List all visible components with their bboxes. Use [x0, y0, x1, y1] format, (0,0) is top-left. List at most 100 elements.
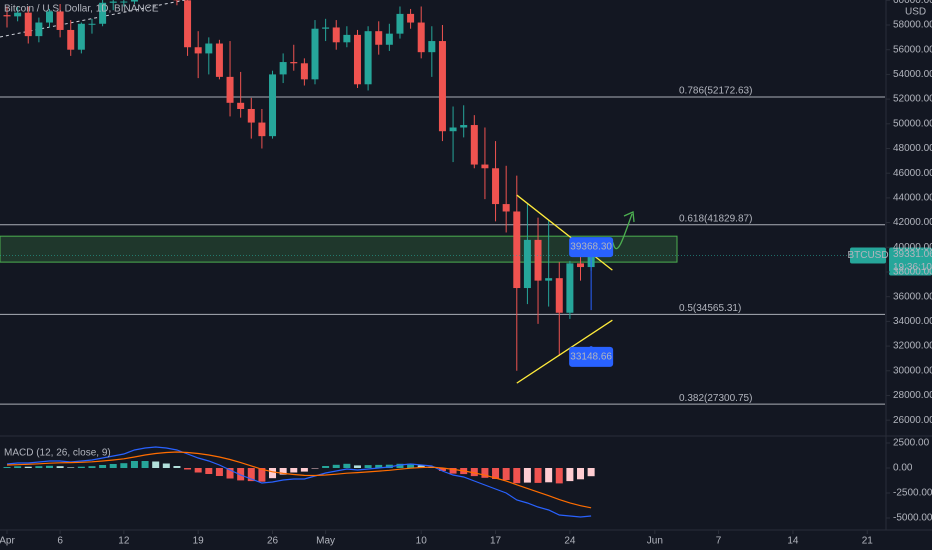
histogram-bar — [385, 464, 393, 468]
y-tick-label: 48000.00 — [893, 143, 932, 154]
histogram-bar — [279, 468, 287, 475]
trendline — [516, 319, 613, 384]
candle-body — [258, 122, 266, 137]
candle-body — [109, 1, 117, 3]
price-pane — [0, 0, 885, 405]
histogram-bar — [555, 468, 563, 484]
candle-body — [385, 33, 393, 45]
y-tick-label: 50000.00 — [893, 118, 932, 129]
candle-body — [534, 239, 542, 281]
candle-body — [290, 62, 298, 64]
y-tick-label: 36000.00 — [893, 291, 932, 302]
candle-body — [88, 23, 96, 25]
overlay: 0.786(52172.63) 0.618(41829.87) 0.5(34565.… — [569, 86, 932, 404]
candle-body — [577, 263, 585, 268]
last-price-label: 39331.06 — [893, 249, 932, 260]
histogram-bar — [523, 468, 531, 483]
candle-body — [215, 43, 223, 77]
candle-body — [247, 108, 255, 123]
y-tick-label: 38000.00 — [893, 267, 932, 278]
candle-body — [14, 12, 22, 17]
price-label: 33148.66 — [570, 352, 612, 363]
histogram-bar — [375, 464, 383, 468]
y-tick-label: 46000.00 — [893, 168, 932, 179]
histogram-bar — [130, 461, 138, 468]
y-tick-label: 56000.00 — [893, 44, 932, 55]
candle-body — [300, 63, 308, 80]
candle-body — [130, 0, 138, 2]
histogram-bar — [343, 463, 351, 468]
histogram-bar — [481, 468, 489, 478]
candle-body — [45, 11, 53, 23]
candle-body — [417, 22, 425, 53]
histogram-bar — [120, 463, 128, 468]
candle-body — [184, 0, 192, 48]
histogram-bar — [67, 467, 75, 468]
signal-line — [6, 451, 592, 509]
histogram-bar — [109, 464, 117, 468]
candle-body — [481, 164, 489, 169]
histogram-bar — [534, 468, 542, 483]
candle-body — [226, 76, 234, 103]
candle-body — [332, 27, 340, 43]
candle-body — [35, 22, 43, 37]
histogram-bar — [35, 466, 43, 468]
y-tick-label: 30000.00 — [893, 365, 932, 376]
x-tick-label: 6 — [57, 536, 63, 547]
candle-body — [545, 278, 553, 281]
price-tag — [889, 247, 932, 276]
candle-body — [67, 29, 75, 50]
histogram-bar — [407, 463, 415, 468]
histogram-bar — [438, 468, 446, 471]
countdown: 19:36:10 — [893, 262, 932, 273]
x-tick-label: 7 — [716, 536, 722, 547]
fib-label: 0.5(34565.31) — [679, 303, 741, 314]
candle-body — [449, 127, 457, 132]
y-tick-label: 32000.00 — [893, 341, 932, 352]
x-tick-label: 17 — [490, 536, 502, 547]
histogram-bar — [364, 465, 372, 468]
price-label-box — [569, 346, 614, 367]
y-tick-label: 34000.00 — [893, 316, 932, 327]
candle-body — [396, 13, 404, 34]
candle-body — [407, 13, 415, 23]
histogram-bar — [247, 468, 255, 482]
y-tick-label: 42000.00 — [893, 217, 932, 228]
y-tick-label: 40000.00 — [893, 242, 932, 253]
histogram-bar — [215, 468, 223, 476]
candle-body — [470, 125, 478, 165]
candle-body — [322, 27, 330, 29]
x-tick-label: 26 — [267, 536, 279, 547]
x-tick-label: 12 — [118, 536, 130, 547]
price-label-box — [569, 237, 614, 258]
x-tick-label: 21 — [862, 536, 874, 547]
macd-pane — [3, 446, 595, 518]
candle-body — [513, 211, 521, 289]
x-tick-label: Apr — [0, 536, 15, 547]
histogram-bar — [3, 467, 11, 468]
symbol-tag — [850, 247, 886, 264]
histogram-bar — [269, 468, 277, 479]
candle-body — [99, 2, 107, 24]
fib-label: 0.786(52172.63) — [679, 86, 752, 97]
candle-body — [343, 34, 351, 43]
macd-line — [6, 446, 592, 518]
y-tick-label: 60000.00 — [893, 0, 932, 6]
zone — [0, 235, 678, 263]
candle-body — [269, 74, 277, 137]
histogram-bar — [396, 463, 404, 468]
histogram-bar — [322, 466, 330, 468]
histogram-bar — [194, 468, 202, 473]
price-label: 39368.30 — [570, 242, 612, 253]
histogram-bar — [290, 468, 298, 473]
y-tick-label: -5000.00 — [893, 513, 932, 524]
candle-body — [77, 23, 85, 50]
histogram-bar — [311, 468, 319, 469]
y-tick-label: 54000.00 — [893, 69, 932, 80]
fib-label: 0.618(41829.87) — [679, 213, 752, 224]
y-tick-label: 52000.00 — [893, 94, 932, 105]
candle-body — [555, 278, 563, 313]
x-tick-label: 19 — [193, 536, 205, 547]
histogram-bar — [353, 465, 361, 468]
